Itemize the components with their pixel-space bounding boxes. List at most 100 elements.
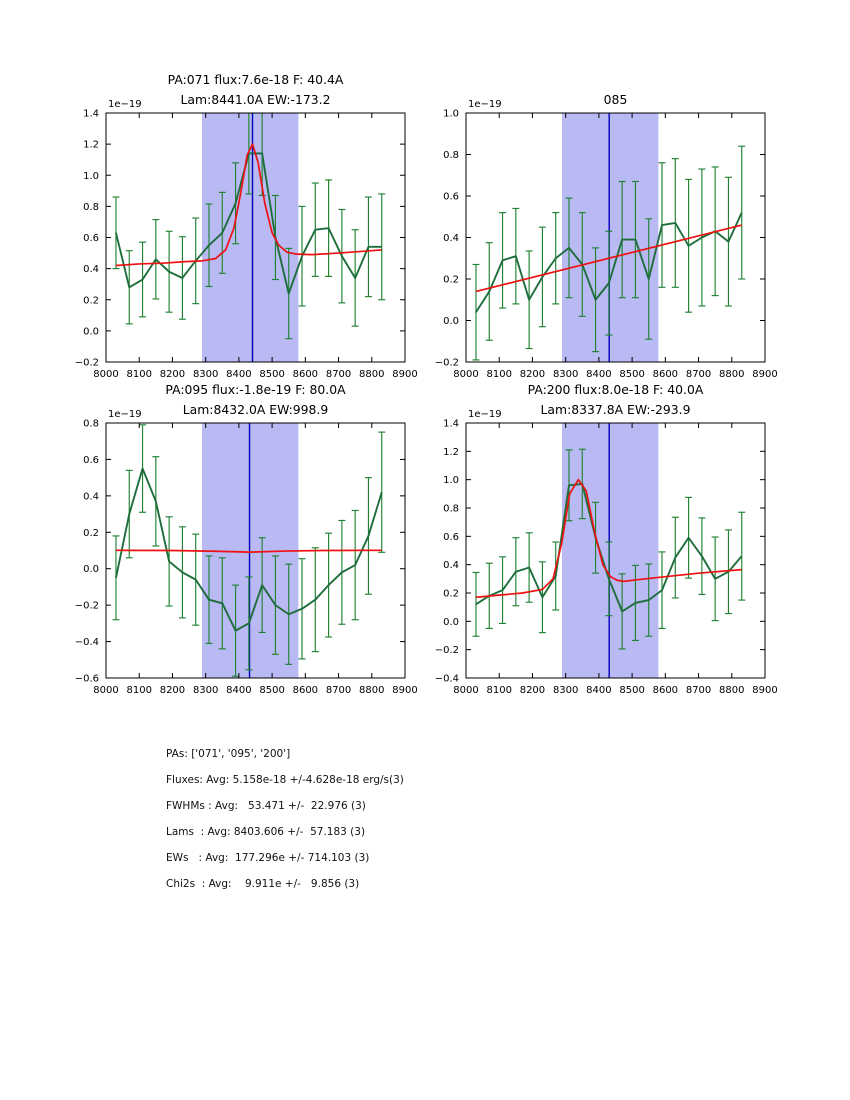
x-tick-label: 8800 <box>359 685 384 696</box>
x-tick-label: 8300 <box>553 369 578 380</box>
x-tick-label: 8700 <box>326 685 351 696</box>
subplot-title: 085 <box>604 92 628 107</box>
y-tick-label: 0.2 <box>443 589 459 600</box>
x-tick-label: 8800 <box>719 685 744 696</box>
y-tick-label: 0.4 <box>83 264 99 275</box>
y-tick-label: 0.0 <box>443 316 459 327</box>
subplot-pa095: 8000 8100 8200 8300 8400 8500 8600 8700 8800 8900… <box>75 382 418 696</box>
fit-line <box>475 224 742 293</box>
x-tick-label: 8900 <box>752 369 777 380</box>
axes-frame <box>105 422 406 679</box>
x-tick-label: 8800 <box>719 369 744 380</box>
subplot-title-line1: PA:071 flux:7.6e-18 F: 40.4A <box>168 72 344 87</box>
x-tick-label: 8500 <box>619 685 644 696</box>
x-tick-label: 8700 <box>326 369 351 380</box>
y-tick-label: 0.0 <box>83 564 99 575</box>
x-tick-label: 8600 <box>653 685 678 696</box>
x-tick-label: 8500 <box>259 685 284 696</box>
x-tick-label: 8200 <box>520 369 545 380</box>
y-tick-label: 1.0 <box>443 109 459 120</box>
y-tick-label: −0.4 <box>435 674 459 685</box>
y-tick-label: −0.2 <box>435 358 459 369</box>
highlight-band <box>562 113 659 362</box>
fit-line <box>475 478 742 599</box>
summary-text-block: PAs: ['071', '095', '200'] Fluxes: Avg: … <box>166 741 404 897</box>
x-tick-label: 8900 <box>752 685 777 696</box>
subplot-title-line2: Lam:8432.0A EW:998.9 <box>183 402 329 417</box>
x-tick-label: 8900 <box>392 685 417 696</box>
y-tick-label: 0.0 <box>443 617 459 628</box>
x-tick-label: 8400 <box>226 369 251 380</box>
y-tick-label: 0.2 <box>443 275 459 286</box>
y-tick-label: 0.4 <box>443 560 459 571</box>
x-tick-label: 8400 <box>586 685 611 696</box>
x-tick-label: 8100 <box>486 685 511 696</box>
x-tick-label: 8300 <box>553 685 578 696</box>
y-tick-label: −0.2 <box>75 358 99 369</box>
summary-line-lams: Lams : Avg: 8403.606 +/- 57.183 (3) <box>166 826 366 838</box>
x-tick-label: 8000 <box>93 369 118 380</box>
x-tick-label: 8300 <box>193 369 218 380</box>
axis-offset-label: 1e−19 <box>108 99 142 110</box>
y-tick-label: 1.0 <box>83 171 99 182</box>
y-tick-label: −0.2 <box>75 601 99 612</box>
y-tick-label: 0.4 <box>83 491 99 502</box>
subplot-title-line2: Lam:8441.0A EW:-173.2 <box>181 92 331 107</box>
summary-line-pas: PAs: ['071', '095', '200'] <box>166 748 291 760</box>
x-tick-label: 8400 <box>226 685 251 696</box>
summary-line-ews: EWs : Avg: 177.296e +/- 714.103 (3) <box>166 852 370 864</box>
axis-offset-label: 1e−19 <box>468 409 502 420</box>
y-tick-label: 1.2 <box>443 447 459 458</box>
y-tick-label: 1.4 <box>443 419 459 430</box>
y-tick-label: −0.6 <box>75 674 99 685</box>
y-tick-label: 0.8 <box>443 504 459 515</box>
x-tick-label: 8200 <box>520 685 545 696</box>
subplot-pa200: 8000 8100 8200 8300 8400 8500 8600 8700 8800 8900… <box>435 382 778 696</box>
y-tick-label: 0.6 <box>443 192 459 203</box>
y-tick-label: 1.4 <box>83 109 99 120</box>
x-tick-label: 8400 <box>586 369 611 380</box>
x-tick-label: 8900 <box>392 369 417 380</box>
axis-offset-label: 1e−19 <box>468 99 502 110</box>
x-tick-label: 8500 <box>259 369 284 380</box>
x-tick-label: 8100 <box>486 369 511 380</box>
summary-line-fwhms: FWHMs : Avg: 53.471 +/- 22.976 (3) <box>166 800 366 812</box>
summary-line-fluxes: Fluxes: Avg: 5.158e-18 +/-4.628e-18 erg/… <box>166 774 404 786</box>
fit-line <box>115 549 382 553</box>
subplot-title-line1: PA:200 flux:8.0e-18 F: 40.0A <box>528 382 704 397</box>
y-tick-label: 1.2 <box>83 140 99 151</box>
y-tick-label: 0.8 <box>83 202 99 213</box>
x-tick-label: 8600 <box>653 369 678 380</box>
x-tick-label: 8600 <box>293 369 318 380</box>
y-tick-label: 0.6 <box>443 532 459 543</box>
x-tick-label: 8100 <box>126 685 151 696</box>
x-tick-label: 8000 <box>93 685 118 696</box>
x-tick-label: 8600 <box>293 685 318 696</box>
y-tick-label: 0.6 <box>83 233 99 244</box>
spectrum-line <box>475 482 743 613</box>
subplot-pa071: 8000 8100 8200 8300 8400 8500 8600 8700 8800 8900… <box>75 72 418 380</box>
x-tick-label: 8200 <box>160 685 185 696</box>
y-tick-label: 0.6 <box>83 455 99 466</box>
y-tick-label: 0.2 <box>83 295 99 306</box>
x-tick-label: 8700 <box>686 685 711 696</box>
axis-offset-label: 1e−19 <box>108 409 142 420</box>
x-tick-label: 8000 <box>453 685 478 696</box>
x-tick-label: 8800 <box>359 369 384 380</box>
subplot-title-line1: PA:095 flux:-1.8e-19 F: 80.0A <box>165 382 346 397</box>
y-tick-label: −0.2 <box>435 645 459 656</box>
x-tick-label: 8100 <box>126 369 151 380</box>
spectrum-line <box>475 212 743 313</box>
x-tick-label: 8200 <box>160 369 185 380</box>
y-tick-label: 0.8 <box>83 419 99 430</box>
summary-line-chi2s: Chi2s : Avg: 9.911e +/- 9.856 (3) <box>166 878 360 890</box>
axes-frame <box>465 422 766 679</box>
subplot-title-line2: Lam:8337.8A EW:-293.9 <box>541 402 691 417</box>
highlight-band <box>562 423 659 678</box>
fit-line <box>115 143 382 267</box>
y-tick-label: −0.4 <box>75 637 99 648</box>
x-tick-label: 8000 <box>453 369 478 380</box>
x-tick-label: 8300 <box>193 685 218 696</box>
